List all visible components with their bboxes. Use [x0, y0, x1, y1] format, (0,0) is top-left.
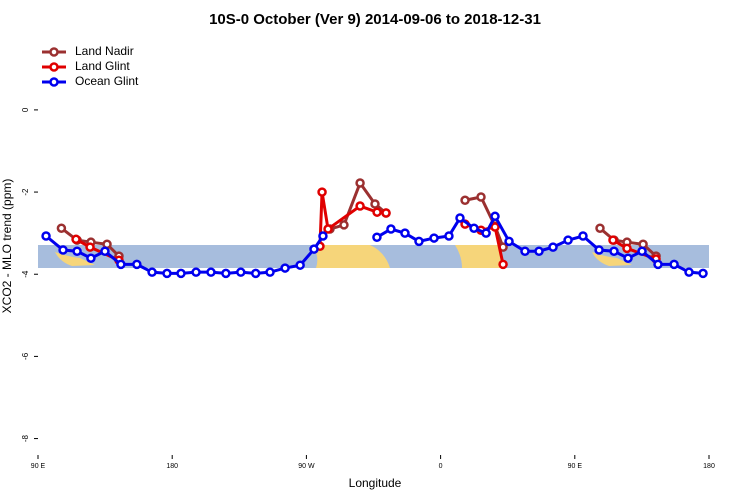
- point: [594, 245, 604, 255]
- point: [386, 224, 396, 234]
- point: [476, 192, 486, 202]
- legend-marker: [49, 47, 59, 57]
- point: [41, 231, 51, 241]
- point: [548, 242, 558, 252]
- x-tick-label: 90 E: [568, 463, 583, 470]
- point: [498, 259, 508, 270]
- x-tick-label: 90 E: [31, 463, 46, 470]
- point: [116, 259, 126, 270]
- point: [429, 233, 439, 243]
- point: [85, 242, 95, 252]
- point: [250, 268, 261, 279]
- point: [162, 268, 172, 279]
- land: [455, 245, 503, 268]
- point: [622, 243, 632, 254]
- land: [312, 245, 390, 268]
- point: [280, 263, 290, 273]
- point: [236, 267, 246, 277]
- point: [206, 267, 216, 277]
- point: [414, 236, 424, 247]
- point: [534, 246, 544, 256]
- point: [370, 199, 380, 209]
- point: [355, 178, 365, 188]
- legend-marker: [49, 77, 59, 87]
- point: [490, 211, 500, 222]
- y-tick-label: -4: [21, 270, 30, 278]
- point: [684, 267, 694, 277]
- point: [191, 267, 201, 277]
- y-tick-label: -6: [21, 352, 30, 360]
- point: [86, 253, 96, 263]
- point: [176, 268, 186, 279]
- point: [578, 231, 588, 241]
- point: [100, 246, 110, 256]
- point: [71, 234, 81, 245]
- point: [72, 246, 82, 256]
- point: [669, 259, 679, 270]
- point: [698, 268, 708, 279]
- x-tick-label: 180: [166, 463, 178, 470]
- point: [481, 228, 491, 238]
- point: [147, 267, 157, 277]
- x-tick-label: 0: [439, 463, 443, 470]
- point: [455, 213, 465, 223]
- y-tick-label: -8: [21, 434, 30, 442]
- point: [318, 231, 328, 241]
- point: [444, 231, 454, 241]
- point: [58, 245, 68, 255]
- chart-title: 10S-0 October (Ver 9) 2014-09-06 to 2018…: [209, 11, 541, 28]
- point: [490, 222, 500, 232]
- point: [309, 244, 319, 254]
- point: [372, 207, 382, 217]
- point: [595, 223, 605, 233]
- point: [637, 246, 647, 256]
- legend-label: Land Glint: [75, 59, 130, 73]
- x-axis-label: Longitude: [349, 476, 402, 490]
- x-tick-label: 90 W: [298, 463, 315, 470]
- point: [56, 223, 67, 233]
- legend-label: Land Nadir: [75, 44, 134, 58]
- point: [623, 253, 633, 263]
- y-axis-label: XCO2 - MLO trend (ppm): [0, 179, 14, 314]
- point: [608, 235, 618, 245]
- point: [265, 267, 275, 277]
- point: [381, 208, 391, 218]
- point: [317, 187, 327, 197]
- legend-marker: [49, 62, 59, 72]
- point: [323, 224, 333, 234]
- point: [653, 259, 663, 270]
- point: [372, 232, 382, 243]
- land: [55, 252, 95, 266]
- land: [592, 252, 632, 266]
- point: [400, 228, 410, 238]
- point: [339, 220, 349, 230]
- point: [520, 246, 530, 256]
- point: [609, 246, 619, 256]
- point: [221, 268, 231, 279]
- point: [504, 236, 514, 247]
- point: [132, 259, 142, 270]
- y-tick-label: -2: [21, 188, 30, 196]
- x-tick-label: 180: [703, 463, 715, 470]
- legend-label: Ocean Glint: [75, 74, 139, 88]
- y-tick-label: 0: [21, 107, 30, 112]
- point: [355, 201, 365, 211]
- point: [460, 195, 470, 206]
- point: [469, 223, 479, 233]
- point: [295, 260, 305, 270]
- point: [563, 235, 573, 245]
